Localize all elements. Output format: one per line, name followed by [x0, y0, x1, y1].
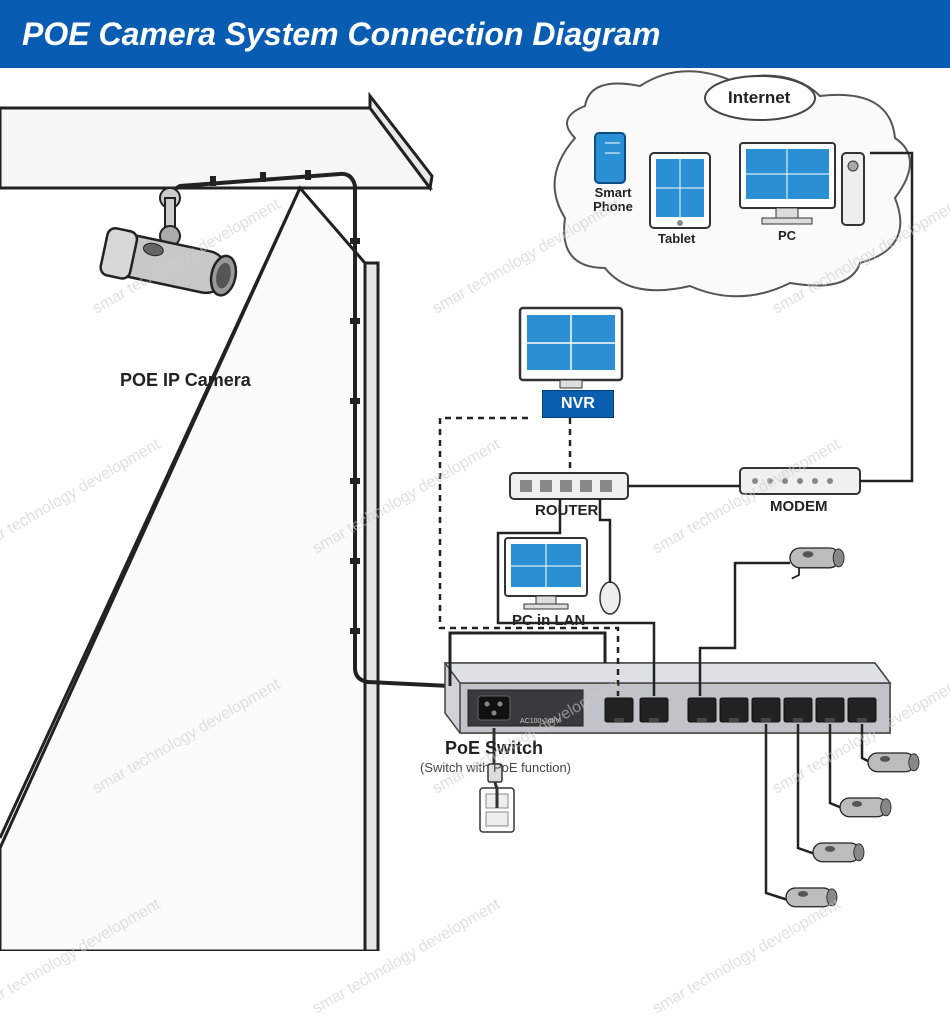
svg-text:AC100-240V: AC100-240V [520, 718, 560, 725]
poe-ip-camera-label: POE IP Camera [120, 370, 251, 391]
internet-label: Internet [728, 88, 790, 108]
poe-switch-sublabel: (Switch with PoE function) [420, 760, 571, 775]
page-title: POE Camera System Connection Diagram [22, 16, 660, 53]
nvr-monitor-icon [520, 308, 622, 388]
pc-lan-icon [505, 538, 620, 614]
poe-ip-camera-icon [99, 188, 240, 302]
pc-label: PC [778, 228, 796, 243]
modem-icon [740, 468, 860, 494]
tablet-label: Tablet [658, 231, 695, 246]
nvr-label: NVR [542, 390, 614, 418]
router-icon [510, 473, 628, 499]
smartphone-label: SmartPhone [588, 186, 638, 215]
poe-switch-label: PoE Switch [445, 738, 543, 759]
building-wall [0, 96, 432, 951]
router-label: ROUTER [535, 502, 598, 519]
diagram-canvas: AC100-240V [0, 68, 950, 951]
pc-lan-label: PC in LAN [512, 612, 585, 629]
modem-label: MODEM [770, 498, 828, 515]
poe-switch-icon: AC100-240V [445, 663, 890, 733]
header-bar: POE Camera System Connection Diagram [0, 0, 950, 68]
